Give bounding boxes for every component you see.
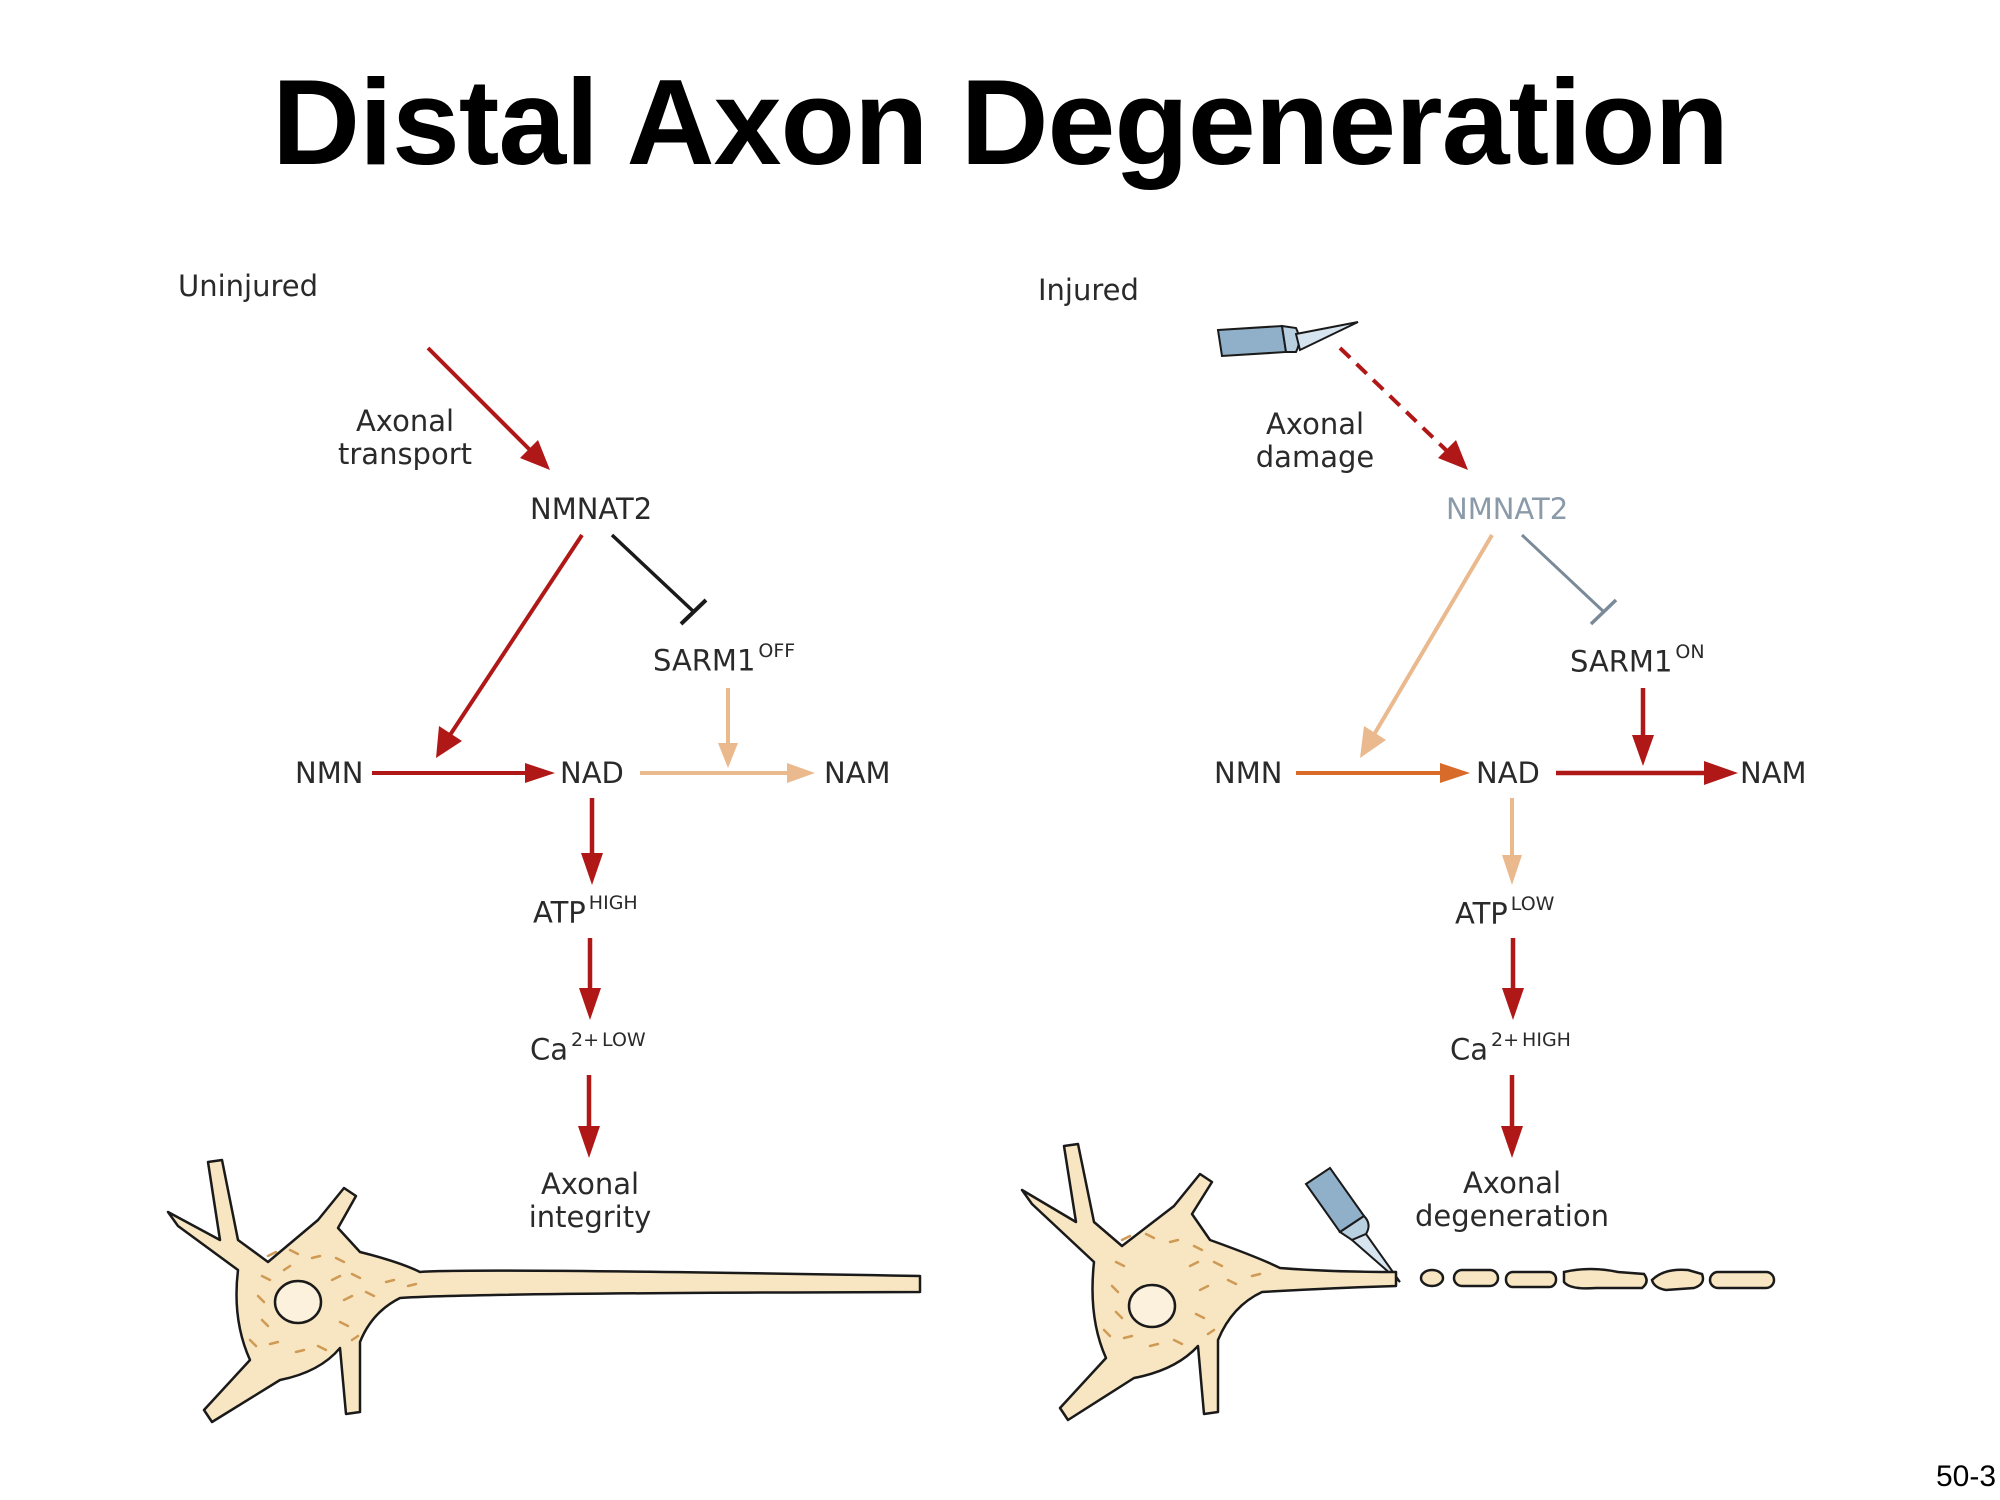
atp-high-label: ATP HIGH bbox=[533, 894, 638, 930]
arrow-nad-to-nam bbox=[640, 763, 815, 783]
axonal-transport-label-line2: transport bbox=[338, 437, 472, 472]
injured-panel bbox=[1020, 321, 1776, 1422]
axonal-damage-label: Axonal damage bbox=[1240, 407, 1390, 475]
sarm1-name: SARM1 bbox=[653, 643, 756, 678]
atp-low-label: ATP LOW bbox=[1455, 895, 1554, 931]
nam-label-uninjured: NAM bbox=[824, 756, 891, 790]
slide-number: 50-3 bbox=[1935, 1460, 1996, 1493]
arrow-nmnat2-to-nmn-weak bbox=[1360, 533, 1494, 758]
arrow-atp-to-ca bbox=[579, 938, 601, 1020]
arrow-nad-to-atp-weak bbox=[1502, 798, 1522, 885]
arrow-nmnat2-to-nmn bbox=[436, 533, 584, 758]
arrow-nmn-to-nad bbox=[372, 763, 555, 783]
slide-title: Distal Axon Degeneration bbox=[271, 54, 1729, 190]
ca-low-label: Ca 2+ LOW bbox=[530, 1031, 646, 1067]
injured-heading: Injured bbox=[1038, 273, 1139, 307]
scalpel-cut-icon bbox=[1304, 1166, 1401, 1283]
neuron-uninjured bbox=[166, 1158, 922, 1424]
axonal-degeneration-line2: degeneration bbox=[1415, 1199, 1609, 1234]
inhibit-nmnat2-sarm1 bbox=[610, 533, 708, 626]
arrow-sarm1-on-to-conversion bbox=[1632, 688, 1654, 766]
nmn-label-injured: NMN bbox=[1214, 756, 1283, 790]
uninjured-heading: Uninjured bbox=[178, 269, 319, 303]
nmnat2-label-uninjured: NMNAT2 bbox=[530, 492, 653, 526]
axonal-integrity-label: Axonal integrity bbox=[510, 1167, 670, 1235]
ca-name-injured: Ca bbox=[1450, 1032, 1489, 1067]
arrow-ca-to-outcome bbox=[578, 1075, 600, 1158]
arrow-nmn-to-nad-injured bbox=[1296, 763, 1470, 783]
atp-state-injured: LOW bbox=[1510, 893, 1555, 915]
sarm1-state-injured: ON bbox=[1675, 641, 1705, 663]
sarm1-state: OFF bbox=[758, 640, 796, 662]
arrow-sarm1-off-to-conversion bbox=[718, 688, 738, 768]
ca-charge: 2+ bbox=[571, 1029, 600, 1051]
sarm1-name-injured: SARM1 bbox=[1570, 644, 1673, 679]
atp-state: HIGH bbox=[588, 892, 638, 914]
axonal-transport-label: Axonal transport bbox=[330, 404, 480, 472]
ca-name: Ca bbox=[530, 1032, 569, 1067]
sarm1-off-label: SARM1 OFF bbox=[653, 642, 795, 678]
nmnat2-label-injured: NMNAT2 bbox=[1446, 492, 1569, 526]
nad-label-uninjured: NAD bbox=[560, 756, 624, 790]
axonal-damage-label-line1: Axonal bbox=[1265, 407, 1365, 441]
axon-fragments bbox=[1419, 1267, 1776, 1292]
sarm1-on-label: SARM1 ON bbox=[1570, 643, 1705, 679]
axonal-degeneration-label: Axonal degeneration bbox=[1412, 1166, 1612, 1234]
nmn-label-uninjured: NMN bbox=[295, 756, 364, 790]
scalpel-icon bbox=[1216, 321, 1359, 358]
arrow-atp-to-ca-injured bbox=[1502, 938, 1524, 1020]
ca-state-injured: HIGH bbox=[1522, 1029, 1571, 1051]
axonal-integrity-line1: Axonal bbox=[540, 1167, 640, 1201]
inhibit-nmnat2-sarm1-weak bbox=[1520, 533, 1618, 626]
axonal-damage-label-line2: damage bbox=[1255, 440, 1375, 475]
nam-label-injured: NAM bbox=[1740, 756, 1807, 790]
ca-charge-injured: 2+ bbox=[1491, 1029, 1520, 1051]
neuron-injured bbox=[1020, 1142, 1398, 1422]
axonal-transport-label-line1: Axonal bbox=[355, 404, 455, 438]
arrow-damage-to-nmnat2 bbox=[1338, 346, 1468, 470]
arrow-ca-to-degeneration bbox=[1501, 1075, 1523, 1158]
uninjured-panel bbox=[166, 346, 922, 1424]
ca-state: LOW bbox=[602, 1029, 646, 1051]
ca-high-label: Ca 2+ HIGH bbox=[1450, 1031, 1571, 1067]
arrow-nad-to-atp bbox=[581, 798, 603, 885]
nad-label-injured: NAD bbox=[1476, 756, 1540, 790]
arrow-nad-to-nam-injured bbox=[1556, 761, 1738, 785]
axonal-integrity-line2: integrity bbox=[528, 1200, 652, 1235]
arrow-transport-to-nmnat2 bbox=[426, 346, 550, 470]
atp-name: ATP bbox=[533, 895, 586, 930]
axonal-degeneration-line1: Axonal bbox=[1462, 1166, 1562, 1200]
atp-name-injured: ATP bbox=[1455, 896, 1508, 931]
